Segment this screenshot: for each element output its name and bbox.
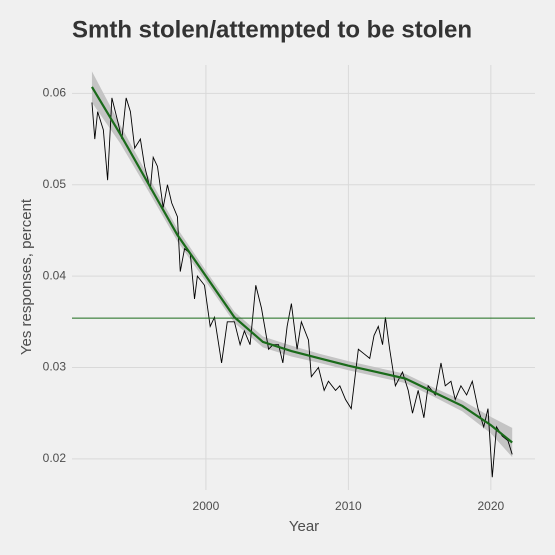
x-axis-label: Year — [289, 518, 319, 535]
y-tick-label: 0.04 — [43, 268, 67, 282]
data-line — [91, 97, 513, 478]
chart-title: Smth stolen/attempted to be stolen — [72, 16, 472, 43]
x-tick-label: 2000 — [193, 499, 220, 513]
x-tick-label: 2010 — [335, 499, 362, 513]
y-tick-label: 0.06 — [43, 86, 67, 100]
smooth-line — [91, 86, 513, 444]
y-tick-label: 0.03 — [43, 360, 67, 374]
x-tick-label: 2020 — [477, 499, 504, 513]
y-tick-label: 0.05 — [43, 177, 67, 191]
y-tick-label: 0.02 — [43, 451, 67, 465]
y-axis-label: Yes responses, percent — [18, 198, 35, 355]
